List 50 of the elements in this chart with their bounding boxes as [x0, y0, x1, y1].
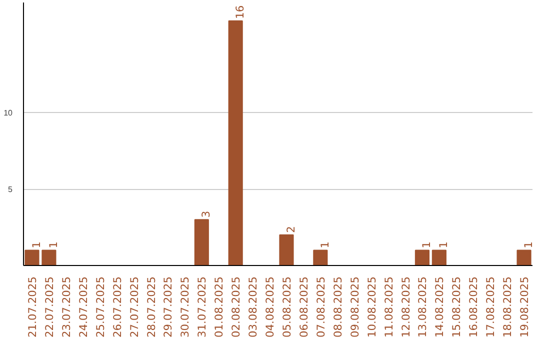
x-tick-label: 23.07.2025 — [60, 276, 73, 338]
bar — [279, 234, 294, 266]
data-label: 1 — [318, 241, 332, 248]
x-tick-label: 01.08.2025 — [212, 276, 226, 338]
x-tick-label: 03.08.2025 — [246, 276, 260, 338]
bar — [313, 250, 328, 266]
data-label: 1 — [46, 241, 60, 248]
x-tick-label: 17.08.2025 — [484, 276, 498, 338]
data-label: 1 — [420, 241, 434, 248]
x-tick-label: 24.07.2025 — [76, 276, 90, 338]
bar — [516, 250, 532, 266]
x-tick-label: 26.07.2025 — [110, 276, 124, 338]
x-tick-label: 21.07.2025 — [26, 276, 39, 338]
x-tick-label: 19.08.2025 — [518, 276, 532, 338]
x-tick-label: 22.07.2025 — [42, 276, 56, 338]
x-tick-label: 30.07.2025 — [178, 276, 192, 338]
y-tick-label: 5 — [8, 185, 14, 194]
x-tick-label: 18.08.2025 — [501, 276, 514, 338]
x-tick-label: 10.08.2025 — [365, 276, 378, 338]
data-label: 1 — [522, 241, 536, 248]
y-tick-label: 10 — [4, 108, 14, 118]
bar — [414, 250, 430, 266]
bar — [228, 20, 243, 266]
x-tick-label: 07.08.2025 — [314, 276, 328, 338]
x-tick-label: 12.08.2025 — [399, 276, 412, 338]
bar — [42, 250, 56, 266]
data-label: 1 — [437, 241, 450, 248]
x-tick-label: 02.08.2025 — [230, 276, 243, 338]
data-label: 1 — [30, 241, 43, 248]
x-tick-label: 11.08.2025 — [382, 276, 396, 338]
data-label: 3 — [200, 210, 213, 218]
bar — [194, 219, 209, 266]
x-tick-label: 27.07.2025 — [128, 276, 141, 338]
x-tick-label: 15.08.2025 — [450, 276, 464, 338]
x-tick-label: 29.07.2025 — [162, 276, 175, 338]
data-label: 2 — [284, 226, 298, 233]
bar — [432, 250, 446, 266]
x-tick-label: 16.08.2025 — [467, 276, 480, 338]
x-tick-label: 31.07.2025 — [196, 276, 209, 338]
x-tick-label: 06.08.2025 — [297, 276, 310, 338]
x-tick-label: 13.08.2025 — [416, 276, 430, 338]
x-tick-label: 04.08.2025 — [264, 276, 277, 338]
x-tick-label: 14.08.2025 — [433, 276, 446, 338]
bar — [24, 250, 40, 266]
x-tick-label: 25.07.2025 — [94, 276, 107, 338]
x-tick-label: 05.08.2025 — [280, 276, 294, 338]
x-tick-label: 08.08.2025 — [331, 276, 344, 338]
data-label: 16 — [234, 5, 247, 19]
x-tick-label: 09.08.2025 — [348, 276, 362, 338]
x-tick-label: 28.07.2025 — [144, 276, 158, 338]
